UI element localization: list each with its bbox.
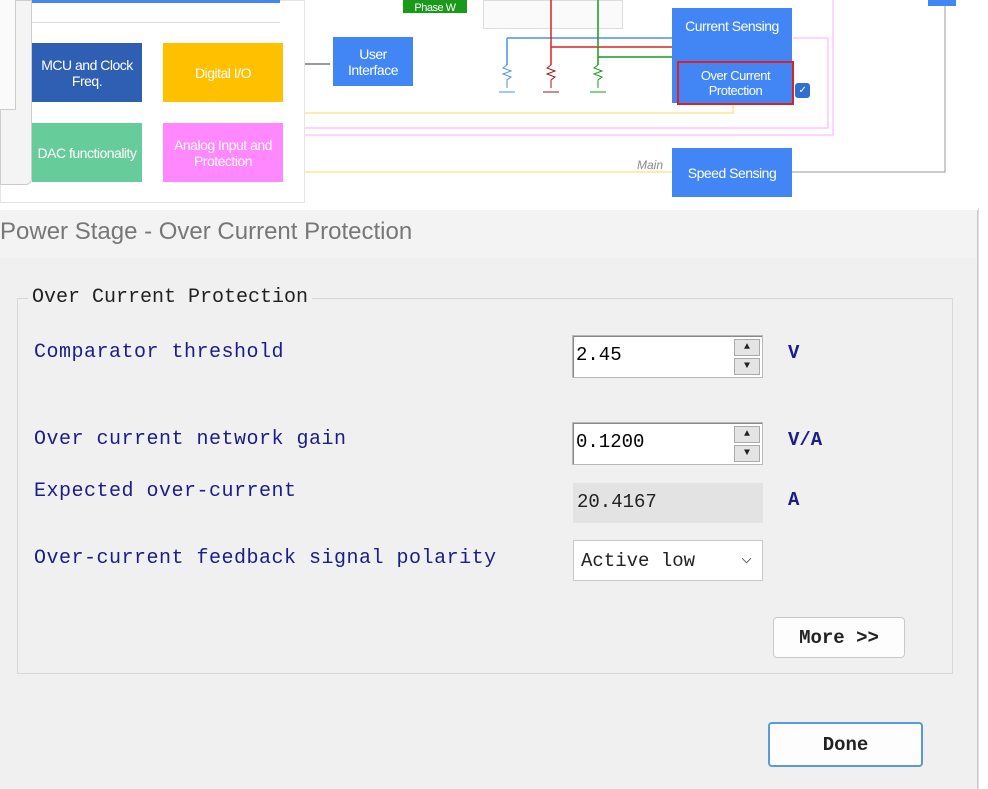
main-label: Main bbox=[637, 158, 664, 172]
block-dac[interactable]: DAC functionality bbox=[32, 123, 142, 182]
group-box bbox=[17, 298, 953, 674]
network-gain-value: 0.1200 bbox=[576, 431, 645, 453]
block-over-current-protection[interactable]: Over Current Protection bbox=[677, 61, 794, 105]
comparator-threshold-unit: V bbox=[788, 342, 800, 364]
checkbox-icon[interactable]: ✓ bbox=[795, 83, 810, 98]
chevron-down-icon: ⌵ bbox=[741, 549, 752, 569]
block-mcu[interactable]: MCU and Clock Freq. bbox=[32, 43, 142, 102]
expected-over-current-unit: A bbox=[788, 489, 800, 511]
network-gain-unit: V/A bbox=[788, 429, 823, 451]
expected-over-current-label: Expected over-current bbox=[34, 480, 297, 503]
comparator-threshold-input[interactable]: 2.45 ▲ ▼ bbox=[572, 335, 763, 378]
block-analog-input[interactable]: Analog Input and Protection bbox=[163, 123, 283, 182]
dialog: Power Stage - Over Current Protection Ov… bbox=[0, 210, 978, 789]
polarity-label: Over-current feedback signal polarity bbox=[34, 547, 497, 570]
spin-up-icon[interactable]: ▲ bbox=[734, 426, 760, 443]
dialog-title-bar: Power Stage - Over Current Protection bbox=[0, 210, 977, 258]
transistor-panel bbox=[483, 0, 623, 29]
corner-block bbox=[928, 0, 956, 6]
spin-down-icon[interactable]: ▼ bbox=[734, 358, 760, 375]
comparator-threshold-label: Comparator threshold bbox=[34, 341, 285, 364]
group-title: Over Current Protection bbox=[28, 286, 313, 309]
diagram-wires bbox=[305, 0, 946, 173]
polarity-value: Active low bbox=[581, 550, 696, 572]
dialog-title: Power Stage - Over Current Protection bbox=[0, 218, 413, 245]
expected-over-current-value: 20.4167 bbox=[573, 483, 763, 523]
polarity-select[interactable]: Active low ⌵ bbox=[573, 540, 763, 581]
diagram-canvas: MCU and Clock Freq. Digital I/O DAC func… bbox=[0, 0, 988, 208]
done-button[interactable]: Done bbox=[768, 722, 923, 767]
block-phase-w[interactable]: Phase W bbox=[403, 0, 467, 14]
block-digital-io[interactable]: Digital I/O bbox=[163, 43, 283, 102]
more-button[interactable]: More >> bbox=[773, 617, 905, 658]
block-current-sensing[interactable]: Current Sensing bbox=[672, 8, 792, 103]
block-speed-sensing[interactable]: Speed Sensing bbox=[672, 148, 792, 197]
comparator-threshold-value: 2.45 bbox=[576, 344, 622, 366]
top-bar bbox=[18, 0, 280, 3]
background-window-edge bbox=[978, 208, 988, 789]
network-gain-input[interactable]: 0.1200 ▲ ▼ bbox=[572, 422, 763, 465]
network-gain-label: Over current network gain bbox=[34, 428, 347, 451]
divider bbox=[18, 22, 280, 23]
spin-up-icon[interactable]: ▲ bbox=[734, 339, 760, 356]
spin-down-icon[interactable]: ▼ bbox=[734, 445, 760, 462]
block-user-interface[interactable]: User Interface bbox=[333, 37, 413, 86]
